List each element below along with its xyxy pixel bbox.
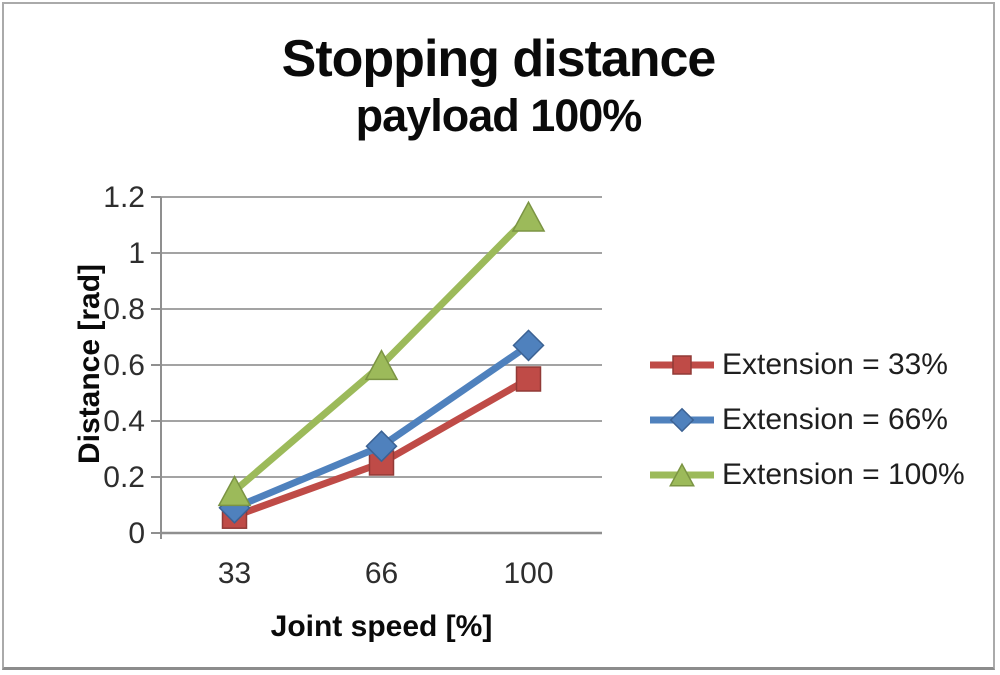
square-marker [672, 354, 692, 375]
y-tick-label: 0.4 [103, 405, 145, 438]
y-tick-label: 0 [128, 517, 145, 550]
triangle-marker [217, 475, 252, 507]
legend-item-extension-100: Extension = 100% [650, 447, 965, 502]
square-marker [221, 503, 248, 529]
series-triangle [217, 200, 546, 507]
y-tick-label: 0.2 [103, 461, 145, 494]
x-tick-label: 33 [218, 557, 251, 590]
legend-swatch-square-icon [650, 354, 714, 375]
legend-label: Extension = 100% [722, 457, 965, 491]
legend-item-extension-33: Extension = 33% [650, 337, 965, 392]
diamond-marker [365, 430, 398, 463]
diamond-marker [218, 491, 251, 524]
diamond-marker [512, 329, 545, 362]
x-tick-label: 100 [503, 557, 553, 590]
series-square [221, 366, 542, 529]
series-diamond [218, 329, 545, 524]
y-tick-label: 1 [128, 237, 145, 270]
y-axis-title: Distance [rad] [73, 263, 106, 465]
legend-swatch-diamond-icon [650, 407, 714, 432]
y-tick-label: 0.6 [103, 349, 145, 382]
legend-item-extension-66: Extension = 66% [650, 392, 965, 447]
triangle-marker [511, 200, 546, 232]
square-marker [368, 450, 395, 476]
series-line [232, 214, 531, 494]
series-line [233, 375, 531, 520]
x-axis-title: Joint speed [%] [270, 610, 493, 643]
chart-title: Stopping distance [281, 30, 717, 88]
y-tick-label: 0.8 [103, 293, 145, 326]
series-line [233, 342, 531, 512]
triangle-marker [364, 349, 399, 381]
diamond-marker [669, 407, 695, 432]
square-marker [515, 366, 542, 392]
legend: Extension = 33% Extension = 66% Extensio… [650, 337, 965, 502]
legend-swatch-triangle-icon [650, 462, 714, 487]
legend-label: Extension = 66% [722, 402, 948, 436]
chart-title-block: Stopping distance payload 100% [4, 32, 993, 139]
y-tick-label: 1.2 [103, 181, 145, 214]
x-tick-label: 66 [365, 557, 398, 590]
chart-subtitle: payload 100% [355, 89, 643, 141]
legend-label: Extension = 33% [722, 347, 948, 381]
triangle-marker [669, 462, 695, 487]
